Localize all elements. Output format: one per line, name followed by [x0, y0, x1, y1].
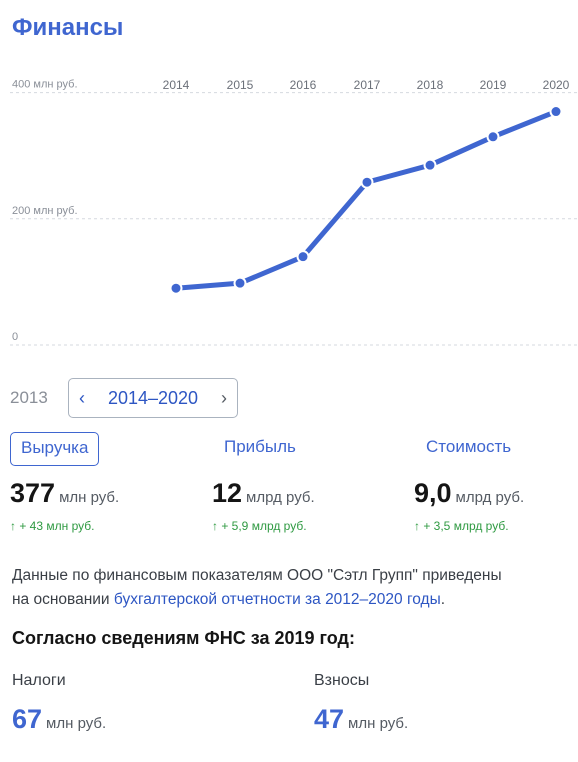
previous-year-link[interactable]: 2013 [10, 388, 48, 407]
contributions-label: Взносы [314, 672, 370, 689]
taxes-unit: млн руб. [46, 715, 107, 732]
contributions-block: Взносы 47 млн руб. [314, 672, 408, 735]
year-range-label: 2014–2020 [107, 387, 199, 408]
value-delta: ↑ + 3,5 млрд руб. [414, 519, 509, 533]
tab-revenue[interactable]: Выручка [10, 432, 100, 466]
y-tick-label: 0 [12, 331, 18, 343]
data-point [296, 250, 310, 264]
profit-value: 12 [212, 478, 243, 508]
value-unit: млрд руб. [455, 489, 525, 506]
y-tick-label: 200 млн руб. [12, 205, 78, 217]
data-point [486, 130, 500, 144]
chevron-right-icon[interactable]: › [220, 387, 227, 408]
metric-profit: Прибыль 12 млрд руб. ↑ + 5,9 млрд руб. [212, 432, 315, 533]
taxes-label: Налоги [12, 672, 66, 689]
x-tick-label: 2015 [227, 78, 254, 92]
metric-revenue: Выручка 377 млн руб. ↑ + 43 млн руб. [10, 432, 119, 533]
note-prefix: на основании [12, 591, 114, 608]
note-suffix: . [440, 591, 446, 608]
taxes-value: 67 [12, 704, 43, 734]
accounting-report-link[interactable]: бухгалтерской отчетности за 2012–2020 го… [113, 591, 441, 608]
x-tick-label: 2017 [354, 78, 381, 92]
contributions-value: 47 [314, 704, 345, 734]
x-tick-label: 2016 [290, 78, 317, 92]
taxes-block: Налоги 67 млн руб. [12, 672, 106, 735]
finance-line-chart: 400 млн руб. 200 млн руб. 0 2014 2015 2016 201… [10, 78, 578, 346]
value-value: 9,0 [414, 478, 452, 508]
revenue-value: 377 [10, 478, 56, 508]
data-point [233, 276, 247, 290]
data-point [549, 105, 563, 119]
revenue-delta: ↑ + 43 млн руб. [10, 519, 95, 533]
x-tick-label: 2018 [417, 78, 444, 92]
y-tick-label: 400 млн руб. [12, 79, 78, 91]
data-point [360, 175, 374, 189]
year-range-switcher[interactable]: ‹ 2014–2020 › [68, 378, 238, 418]
period-selector: 2013 ‹ 2014–2020 › [10, 378, 238, 418]
x-tick-label: 2019 [480, 78, 507, 92]
page-title: Финансы [12, 14, 124, 41]
data-point [423, 158, 437, 172]
tab-value[interactable]: Стоимость [426, 437, 512, 456]
fns-heading: Согласно сведениям ФНС за 2019 год: [12, 628, 355, 648]
contributions-unit: млн руб. [348, 715, 409, 732]
data-source-note: Данные по финансовым показателям ООО "Сэ… [12, 564, 578, 612]
profit-unit: млрд руб. [246, 489, 315, 506]
tab-profit[interactable]: Прибыль [224, 437, 296, 456]
metric-value: Стоимость 9,0 млрд руб. ↑ + 3,5 млрд руб. [414, 432, 525, 533]
revenue-unit: млн руб. [59, 489, 120, 506]
note-line-1: Данные по финансовым показателям ООО "Сэ… [12, 567, 502, 584]
chevron-left-icon[interactable]: ‹ [79, 387, 85, 408]
x-tick-label: 2020 [543, 78, 570, 92]
x-tick-label: 2014 [163, 78, 190, 92]
data-point [169, 281, 183, 295]
profit-delta: ↑ + 5,9 млрд руб. [212, 519, 307, 533]
